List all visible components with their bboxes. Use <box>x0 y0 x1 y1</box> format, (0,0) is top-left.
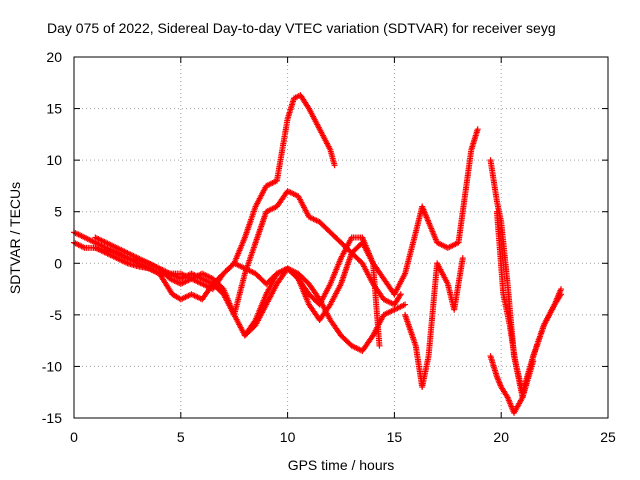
y-axis-label: SDTVAR / TECUs <box>7 182 23 294</box>
series-arc-6 <box>391 126 481 298</box>
data-point-marker <box>474 126 481 133</box>
data-point-marker <box>459 255 466 262</box>
chart-title: Day 075 of 2022, Sidereal Day-to-day VTE… <box>47 20 556 36</box>
x-tick-label: 25 <box>600 429 616 445</box>
data-points <box>71 92 565 416</box>
series-arc-1 <box>71 92 338 303</box>
x-tick-label: 15 <box>387 429 403 445</box>
axis-ticks <box>73 56 609 419</box>
x-tick-label: 10 <box>280 429 296 445</box>
y-tick-label: 10 <box>46 152 62 168</box>
y-tick-label: 15 <box>46 101 62 117</box>
data-point-marker <box>376 342 383 349</box>
series-arc-5 <box>241 239 383 349</box>
x-tick-label: 0 <box>70 429 78 445</box>
y-tick-label: -10 <box>42 358 62 374</box>
data-point-marker <box>331 162 338 169</box>
x-tick-label: 5 <box>177 429 185 445</box>
y-tick-label: 0 <box>54 255 62 271</box>
plot-frame <box>73 56 609 419</box>
data-point-marker <box>397 291 404 298</box>
y-tick-label: -5 <box>50 307 63 323</box>
y-tick-label: -15 <box>42 410 62 426</box>
data-point-marker <box>402 301 409 308</box>
data-point-marker <box>558 286 565 293</box>
data-point-marker <box>530 358 537 365</box>
y-tick-label: 5 <box>54 204 62 220</box>
y-tick-labels: -15 -10 -5 0 5 10 15 20 <box>42 49 62 426</box>
x-tick-label: 20 <box>493 429 509 445</box>
x-tick-labels: 0 5 10 15 20 25 <box>70 429 616 445</box>
y-tick-label: 20 <box>46 49 62 65</box>
x-axis-label: GPS time / hours <box>288 457 395 473</box>
series-arc-7 <box>402 255 466 391</box>
series-arc-10 <box>493 208 537 401</box>
